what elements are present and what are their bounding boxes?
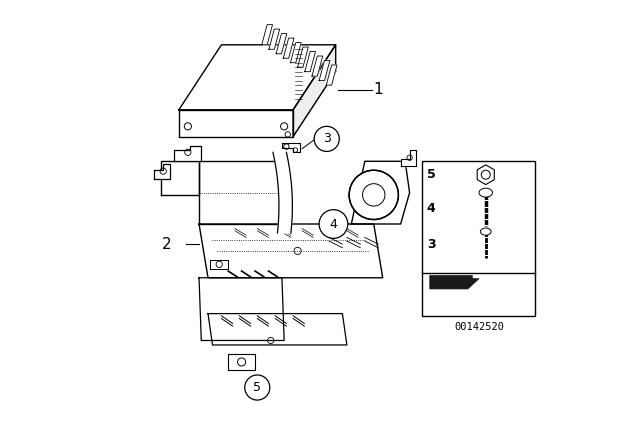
Bar [422,161,535,316]
Polygon shape [179,110,293,137]
Text: 4: 4 [427,202,435,215]
Polygon shape [174,146,202,161]
Polygon shape [199,161,282,224]
Circle shape [319,210,348,238]
Polygon shape [291,43,301,63]
Polygon shape [430,276,479,289]
Polygon shape [199,224,383,278]
Polygon shape [284,38,294,58]
Polygon shape [305,52,316,72]
Polygon shape [161,161,199,195]
Ellipse shape [479,188,493,197]
Polygon shape [401,150,417,166]
Text: 3: 3 [427,237,435,251]
Text: 4: 4 [330,217,337,231]
Polygon shape [312,56,323,76]
Polygon shape [154,164,170,179]
Polygon shape [319,60,330,81]
Text: 5: 5 [427,168,435,181]
Polygon shape [351,161,410,224]
Polygon shape [179,45,336,110]
Polygon shape [293,45,336,137]
Polygon shape [269,29,280,49]
Polygon shape [199,278,284,340]
Polygon shape [262,25,273,45]
Polygon shape [477,165,494,185]
Polygon shape [228,354,255,370]
Text: 00142520: 00142520 [454,322,504,332]
Polygon shape [210,260,228,269]
Text: 2: 2 [162,237,172,252]
Polygon shape [276,34,287,54]
Polygon shape [273,152,292,233]
Polygon shape [298,47,308,67]
Circle shape [349,170,398,220]
Text: 5: 5 [253,381,261,394]
Polygon shape [326,65,337,85]
Polygon shape [208,314,347,345]
Ellipse shape [481,228,491,235]
Circle shape [244,375,270,400]
Circle shape [314,126,339,151]
Text: 1: 1 [374,82,383,97]
Polygon shape [282,143,300,152]
Text: 3: 3 [323,132,331,146]
